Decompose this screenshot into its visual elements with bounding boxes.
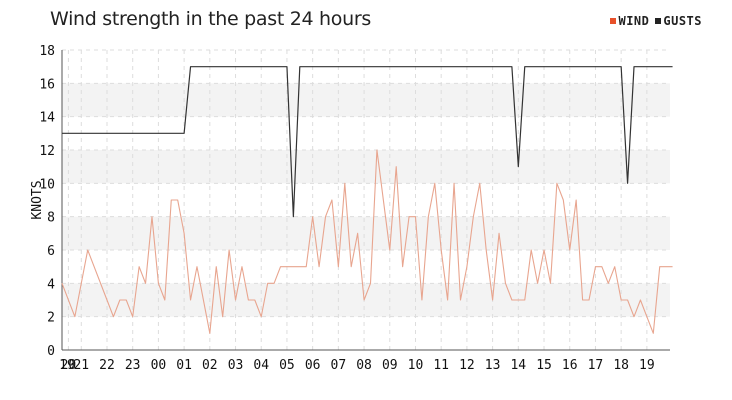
- chart-legend: WIND GUSTS: [604, 14, 702, 28]
- grid-lines: [62, 49, 670, 351]
- x-tick-label: 00: [151, 358, 167, 373]
- y-tick-label: 6: [47, 244, 55, 259]
- y-tick-label: 12: [39, 144, 55, 159]
- band: [62, 83, 670, 117]
- x-tick-label: 19: [639, 358, 655, 373]
- y-tick-label: 0: [47, 344, 55, 359]
- x-tick-label: 19: [59, 358, 75, 373]
- x-tick-label: 12: [459, 358, 475, 373]
- x-tick-label: 23: [125, 358, 141, 373]
- legend-swatch-gusts: [655, 18, 662, 24]
- x-tick-label: 04: [253, 358, 269, 373]
- background-bands: [62, 83, 670, 317]
- x-tick-label: 22: [99, 358, 115, 373]
- x-tick-label: 06: [305, 358, 321, 373]
- x-tick-label: 08: [356, 358, 372, 373]
- axes: [61, 50, 670, 351]
- y-tick-label: 8: [47, 211, 55, 226]
- x-tick-label: 14: [510, 358, 526, 373]
- y-tick-labels: 0 2 4 6 8 10 12 14 16 18: [39, 44, 55, 359]
- y-tick-label: 10: [39, 177, 55, 192]
- legend-label-gusts: GUSTS: [663, 14, 702, 28]
- y-tick-label: 4: [47, 277, 55, 292]
- band: [62, 150, 670, 184]
- x-tick-label: 17: [588, 358, 604, 373]
- y-tick-label: 18: [39, 44, 55, 59]
- y-tick-label: 14: [39, 111, 55, 126]
- chart-title: Wind strength in the past 24 hours: [50, 8, 371, 30]
- band: [62, 283, 670, 317]
- x-tick-label: 15: [536, 358, 552, 373]
- series-wind: [61, 149, 673, 334]
- x-tick-label: 13: [485, 358, 501, 373]
- y-axis-label: KNOTS: [30, 180, 45, 219]
- x-tick-label: 21: [73, 358, 89, 373]
- x-tick-label: 09: [382, 358, 398, 373]
- x-tick-label: 18: [613, 358, 629, 373]
- x-tick-label: 01: [176, 358, 192, 373]
- x-tick-label: 16: [562, 358, 578, 373]
- y-tick-label: 2: [47, 311, 55, 326]
- x-tick-label: 11: [433, 358, 449, 373]
- series-gusts: [62, 66, 673, 218]
- x-tick-label: 05: [279, 358, 295, 373]
- gusts-line: [62, 66, 673, 218]
- x-tick-label: 02: [202, 358, 218, 373]
- x-tick-label: 03: [228, 358, 244, 373]
- legend-item-wind: WIND: [610, 14, 649, 28]
- legend-item-gusts: GUSTS: [655, 14, 702, 28]
- legend-swatch-wind: [610, 18, 617, 24]
- x-tick-label: 10: [408, 358, 424, 373]
- x-tick-label: 07: [331, 358, 347, 373]
- y-tick-label: 16: [39, 77, 55, 92]
- x-tick-label: 20: [61, 358, 77, 373]
- legend-label-wind: WIND: [618, 14, 650, 28]
- wind-line: [61, 149, 673, 334]
